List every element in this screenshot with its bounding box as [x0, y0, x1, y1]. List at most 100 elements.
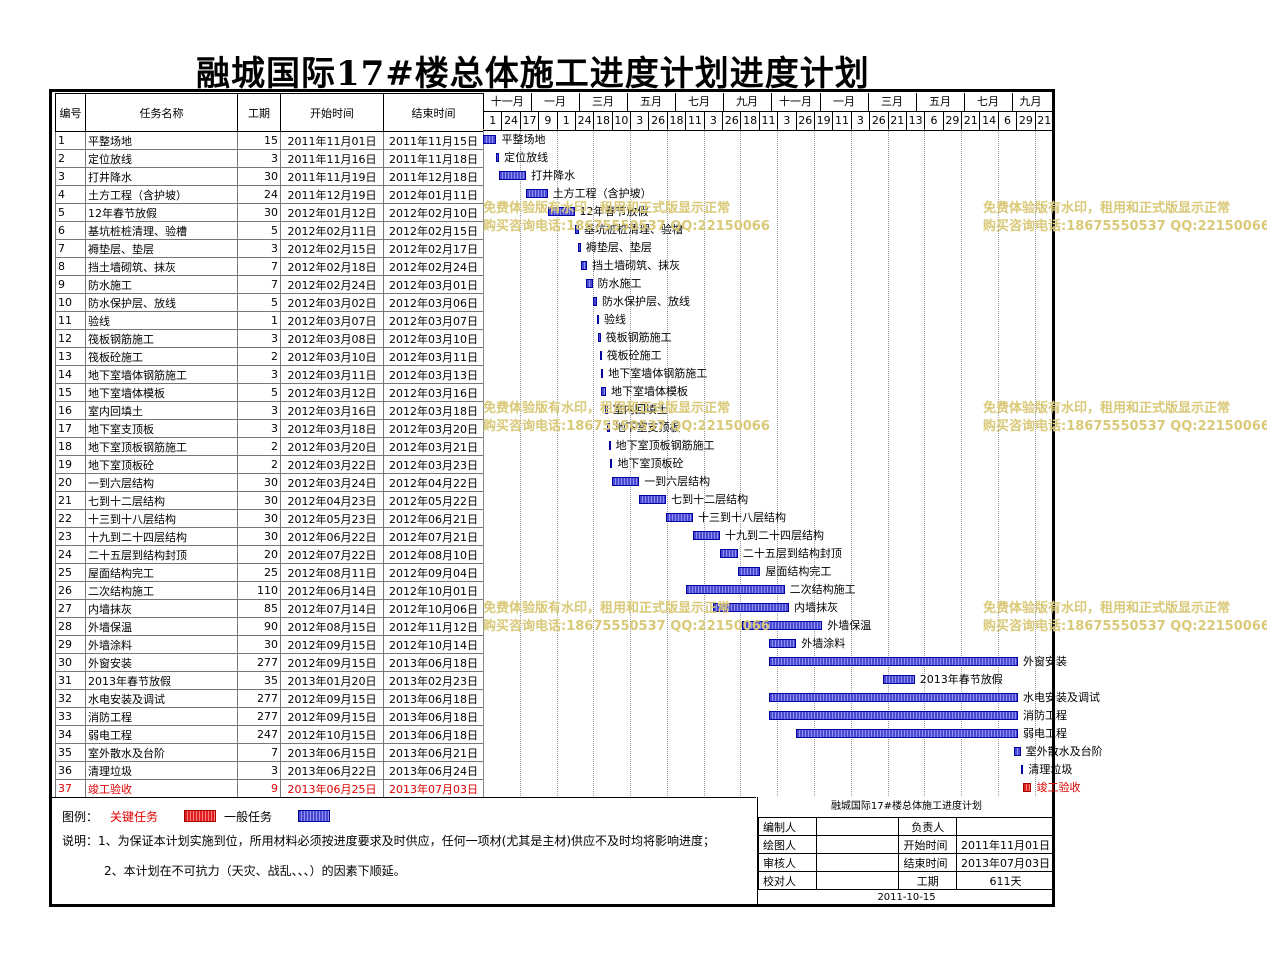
- checker-label: 校对人: [757, 871, 818, 890]
- task-name: 外墙保温: [85, 617, 238, 636]
- gantt-bar-label: 2013年春节放假: [919, 673, 1003, 686]
- timescale-days: 1 24 17 9 1 24 18 10 3 26 18 11 3 26 18 11 3 26 19 11 3 26 21 1…: [483, 111, 1053, 131]
- task-start: 2012年08月15日: [280, 617, 384, 636]
- task-duration: 30: [237, 167, 281, 186]
- task-name: 竣工验收: [85, 779, 238, 798]
- info-block: 融城国际17#楼总体施工进度计划 编制人 负责人 绘图人 开始时间 2011年1…: [757, 797, 1056, 907]
- task-no: 22: [55, 509, 86, 528]
- task-name: 室外散水及台阶: [85, 743, 238, 762]
- day-label: 18: [740, 112, 758, 130]
- note-1: 说明：1、为保证本计划实施到位，所用材料必须按进度要求及时供应，任何一项材(尤其…: [62, 834, 716, 848]
- task-name: 打井降水: [85, 167, 238, 186]
- grid-line: [666, 129, 668, 796]
- gantt-bar-label: 室外散水及台阶: [1025, 745, 1103, 758]
- task-name: 室内回填土: [85, 401, 238, 420]
- gantt-bar-label: 验线: [604, 313, 626, 326]
- day-label: 24: [574, 112, 593, 130]
- task-no: 19: [55, 455, 86, 474]
- task-no: 6: [55, 221, 86, 240]
- gantt-bar-label: 筏板砼施工: [606, 349, 662, 362]
- responsible-value: [955, 817, 1056, 836]
- table-row: 24 二十五层到结构封顶 20 2012年07月22日 2012年08月10日: [55, 545, 484, 564]
- grid-line: [961, 129, 963, 796]
- gantt-bar-label: 外墙涂料: [801, 637, 846, 650]
- gantt-bar-label: 消防工程: [1022, 709, 1067, 722]
- header-no: 编号: [55, 93, 86, 132]
- gantt-bar-label: 室内回填土: [612, 403, 668, 416]
- gantt-bar: [496, 153, 500, 162]
- table-row: 36 清理垃圾 3 2013年06月22日 2013年06月24日: [55, 761, 484, 780]
- day-label: 10: [611, 112, 630, 130]
- gantt-bar: [526, 189, 548, 198]
- task-start: 2012年07月14日: [280, 599, 384, 618]
- task-no: 32: [55, 689, 86, 708]
- task-end: 2012年09月04日: [383, 563, 484, 582]
- end-label: 结束时间: [898, 853, 957, 872]
- task-end: 2013年06月18日: [383, 707, 484, 726]
- task-end: 2012年03月10日: [383, 329, 484, 348]
- task-start: 2011年11月19日: [280, 167, 384, 186]
- chart-frame: [49, 89, 1055, 907]
- reviewer-label: 审核人: [757, 853, 818, 872]
- task-start: 2013年06月22日: [280, 761, 384, 780]
- grid-line: [887, 129, 889, 796]
- gantt-bar: [685, 585, 785, 594]
- table-row: 15 地下室墙体模板 5 2012年03月12日 2012年03月16日: [55, 383, 484, 402]
- table-row: 28 外墙保温 90 2012年08月15日 2012年11月12日: [55, 617, 484, 636]
- table-header: 编号 任务名称 工期 开始时间 结束时间: [55, 93, 484, 132]
- task-duration: 1: [237, 311, 281, 330]
- task-name: 平整场地: [85, 131, 238, 150]
- info-date: 2011-10-15: [877, 892, 936, 903]
- task-end: 2012年02月17日: [383, 239, 484, 258]
- task-duration: 5: [237, 383, 281, 402]
- task-start: 2012年02月15日: [280, 239, 384, 258]
- day-label: 11: [832, 112, 850, 130]
- gantt-bar: [605, 405, 608, 414]
- day-label: 21: [961, 112, 979, 130]
- task-end: 2012年10月14日: [383, 635, 484, 654]
- task-start: 2012年09月15日: [280, 689, 384, 708]
- gantt-bar: [600, 369, 604, 378]
- task-duration: 3: [237, 329, 281, 348]
- task-start: 2012年03月24日: [280, 473, 384, 492]
- gantt-bar: [597, 333, 601, 342]
- task-no: 24: [55, 545, 86, 564]
- document-title: 融城国际17#楼总体施工进度计划进度计划: [196, 54, 870, 94]
- checker-value: [816, 871, 900, 890]
- task-no: 3: [55, 167, 86, 186]
- task-duration: 3: [237, 365, 281, 384]
- task-duration: 30: [237, 527, 281, 546]
- task-no: 11: [55, 311, 86, 330]
- task-duration: 85: [237, 599, 281, 618]
- task-name: 地下室墙体钢筋施工: [85, 365, 238, 384]
- task-duration: 5: [237, 221, 281, 240]
- task-start: 2012年07月22日: [280, 545, 384, 564]
- task-start: 2012年03月18日: [280, 419, 384, 438]
- task-start: 2013年06月15日: [280, 743, 384, 762]
- gantt-bar: [592, 297, 597, 306]
- task-name: 十三到十八层结构: [85, 509, 238, 528]
- task-no: 12: [55, 329, 86, 348]
- task-end: 2012年10月06日: [383, 599, 484, 618]
- task-end: 2013年07月03日: [383, 779, 484, 798]
- task-duration: 110: [237, 581, 281, 600]
- month-label: 一月: [819, 93, 868, 111]
- task-start: 2012年02月24日: [280, 275, 384, 294]
- gantt-bar-label: 基坑桩桩清理、验槽: [584, 223, 684, 236]
- table-row: 21 七到十二层结构 30 2012年04月23日 2012年05月22日: [55, 491, 484, 510]
- task-duration: 3: [237, 401, 281, 420]
- task-no: 20: [55, 473, 86, 492]
- gantt-bar-label: 防水施工: [597, 277, 642, 290]
- note-2: 2、本计划在不可抗力（天灾、战乱、、、）的因素下顺延。: [104, 864, 406, 878]
- drawer-value: [816, 835, 900, 854]
- task-duration: 2: [237, 437, 281, 456]
- gantt-bar: [586, 279, 593, 288]
- task-no: 26: [55, 581, 86, 600]
- task-end: 2013年06月18日: [383, 689, 484, 708]
- table-row: 9 防水施工 7 2012年02月24日 2012年03月01日: [55, 275, 484, 294]
- task-name: 2013年春节放假: [85, 671, 238, 690]
- task-start: 2012年03月12日: [280, 383, 384, 402]
- table-row: 30 外窗安装 277 2012年09月15日 2013年06月18日: [55, 653, 484, 672]
- gantt-bar-label: 二次结构施工: [789, 583, 856, 596]
- day-label: 1: [556, 112, 575, 130]
